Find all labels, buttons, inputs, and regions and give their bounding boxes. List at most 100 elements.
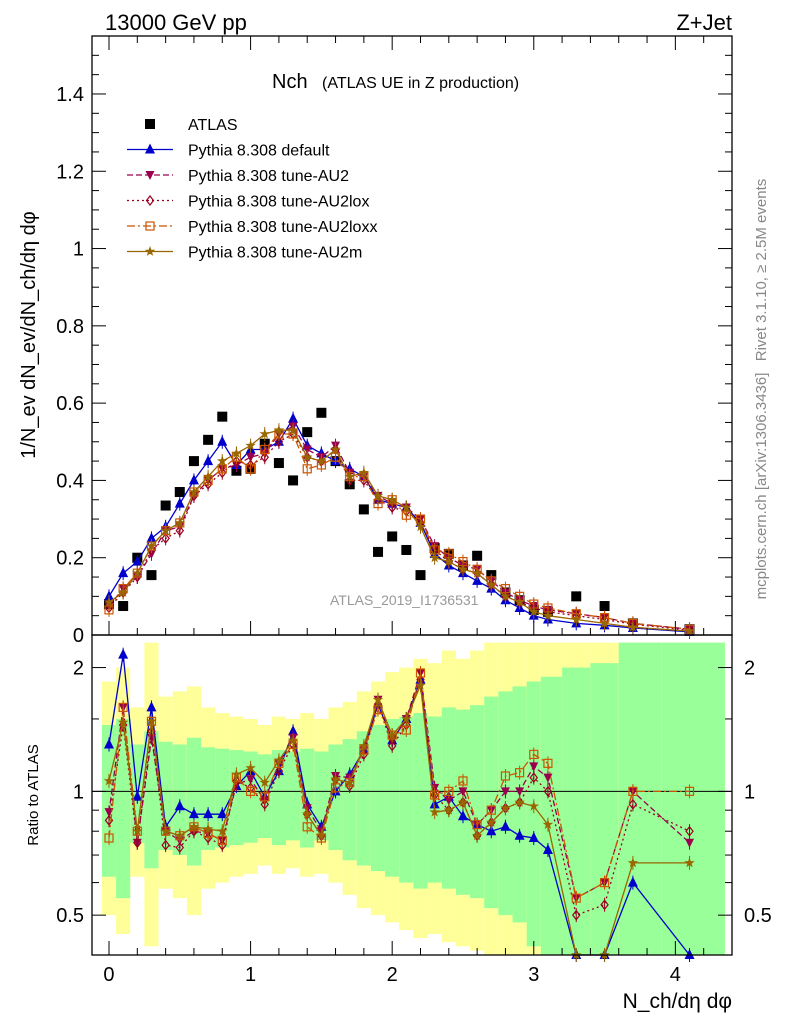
atlas-point: [188, 456, 199, 467]
au2-ratio-point: [529, 762, 539, 772]
default-ratio-point: [118, 648, 129, 659]
au2lox-ratio-point: [529, 772, 539, 784]
au2m-ratio-point: [316, 830, 327, 841]
atlas-point: [373, 546, 384, 557]
au2loxx-ratio-point: [458, 776, 468, 786]
atlas-point: [599, 601, 610, 612]
x-tick-label: 3: [528, 964, 539, 986]
au2lox-point: [359, 474, 369, 486]
au2m-point: [372, 490, 384, 501]
x-axis-label: N_ch/dη dφ: [623, 990, 732, 1013]
atlas-point: [415, 570, 426, 581]
au2m-point: [401, 502, 412, 512]
au2m-ratio-point: [471, 830, 483, 841]
au2m-ratio-point: [217, 825, 228, 836]
au2m-ratio-point: [429, 806, 440, 817]
default-ratio-point: [203, 808, 214, 819]
x-tick-label: 0: [103, 964, 114, 986]
au2m-ratio-point: [627, 857, 639, 868]
legend-marker-au2loxx: [145, 221, 155, 231]
analysis-watermark: ATLAS_2019_I1736531: [330, 592, 479, 608]
au2loxx-ratio-point: [500, 771, 511, 781]
main-panel: Nch (ATLAS UE in Z production) ATLAS_201…: [18, 35, 733, 647]
au2loxx-ratio-point: [401, 725, 411, 735]
atlas-point: [316, 407, 327, 418]
band-inner-bin: [342, 739, 357, 861]
au2lox-ratio-point: [133, 837, 142, 849]
atlas-point: [288, 475, 299, 486]
default-ratio-point: [146, 701, 157, 712]
au2m-point: [386, 494, 398, 505]
au2loxx-ratio-point: [515, 768, 525, 778]
atlas-point: [160, 500, 171, 511]
au2m-ratio-point: [174, 830, 185, 841]
default-ratio-point: [429, 798, 440, 809]
y-tick-label: 0.2: [56, 548, 84, 570]
au2m-point: [542, 610, 554, 621]
default-ratio-point: [288, 725, 299, 736]
band-inner-bin: [158, 741, 173, 851]
au2-ratio-point: [104, 808, 114, 818]
au2m-point: [316, 455, 327, 466]
au2loxx-ratio-point: [684, 786, 695, 796]
legend-label-au2m: Pythia 8.308 tune-AU2m: [188, 245, 362, 262]
au2lox-ratio-point: [274, 765, 284, 777]
y-tick-label: 0.8: [56, 316, 84, 338]
au2m-point: [202, 471, 214, 481]
band-inner-bin: [116, 718, 131, 899]
au2m-ratio-point: [542, 819, 554, 830]
au2m-point: [443, 556, 454, 566]
au2loxx-ratio-point: [430, 790, 440, 800]
legend-label-atlas: ATLAS: [188, 117, 238, 134]
au2m-point: [273, 424, 285, 435]
au2m-ratio-point: [684, 857, 695, 868]
au2loxx-ratio-point: [543, 758, 553, 768]
default-point: [217, 435, 228, 446]
band-inner-bin: [470, 705, 485, 899]
au2lox-ratio-point: [175, 842, 185, 854]
au2-point: [246, 453, 256, 463]
au2m-point: [344, 471, 355, 481]
y-tick-label: 0.6: [56, 393, 84, 415]
au2loxx-line: [108, 433, 690, 630]
atlas-point: [118, 601, 129, 612]
au2lox-ratio-point: [685, 825, 694, 837]
au2m-point: [245, 440, 256, 451]
ratio-y-tick-label: 1: [73, 781, 84, 803]
au2m-ratio-point: [457, 796, 469, 807]
ratio-y-tick-label-right: 1: [744, 781, 755, 803]
au2m-ratio-point: [415, 679, 426, 690]
band-inner-bin: [562, 667, 591, 955]
au2m-point: [302, 451, 313, 462]
default-point: [174, 497, 185, 508]
legend-label-au2loxx: Pythia 8.308 tune-AU2loxx: [188, 219, 377, 236]
au2m-ratio-point: [160, 825, 171, 836]
band-inner-bin: [285, 751, 301, 841]
au2m-ratio-point: [372, 694, 384, 705]
default-point: [203, 455, 214, 466]
y-tick-label: 1.2: [56, 161, 84, 183]
au2m-point: [457, 563, 469, 574]
au2m-point: [188, 486, 200, 497]
atlas-point: [571, 591, 582, 602]
au2lox-ratio-point: [571, 909, 581, 921]
au2loxx-ratio-point: [529, 749, 539, 759]
default-ratio-point: [500, 820, 511, 831]
au2m-point: [571, 614, 582, 624]
header-right: Z+Jet: [676, 10, 732, 35]
ratio-y-axis-label: Ratio to ATLAS: [25, 744, 42, 845]
ratio-uncertainty-bands: [92, 642, 732, 955]
au2lox-ratio-point: [387, 740, 397, 752]
au2m-point: [599, 617, 610, 628]
default-point: [146, 532, 157, 543]
band-inner-bin: [413, 713, 428, 889]
au2m-point: [415, 521, 426, 532]
x-tick-label: 4: [670, 964, 681, 986]
au2lox-ratio-point: [628, 798, 638, 810]
atlas-point: [217, 411, 228, 422]
au2m-ratio-point: [330, 773, 341, 784]
au2lox-ratio-point: [600, 899, 609, 911]
au2m-point: [259, 428, 270, 439]
au2-ratio-point: [515, 787, 525, 797]
au2m-ratio-point: [302, 808, 313, 819]
